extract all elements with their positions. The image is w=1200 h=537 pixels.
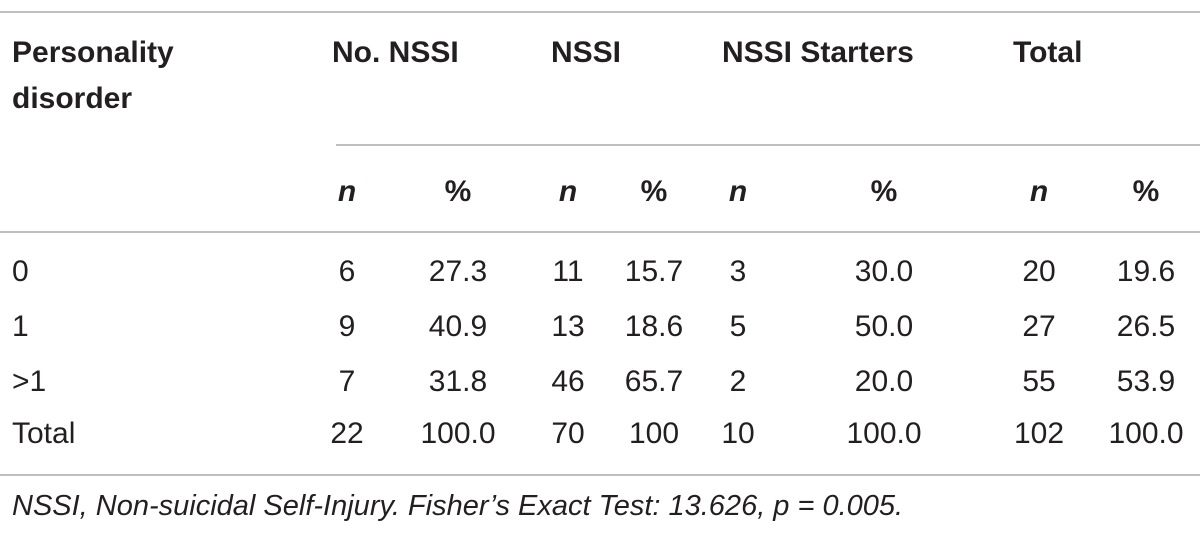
table-cell: 55 [1022, 365, 1056, 398]
table-cell: 2 [729, 365, 747, 398]
table-cell: 22 [330, 417, 364, 450]
subheader-percent: % [870, 175, 898, 208]
table-cell: 46 [551, 365, 585, 398]
group-header-nssi: NSSI [551, 36, 622, 69]
subheader-n: n [337, 175, 357, 208]
table-cell: 5 [729, 310, 747, 343]
table-cell: 53.9 [1116, 365, 1176, 398]
table-cell: 13 [551, 310, 585, 343]
table-cell: 70 [551, 417, 585, 450]
table-cell: 100.0 [1108, 417, 1184, 450]
table-cell: 11 [552, 255, 584, 288]
subheader-percent: % [640, 175, 668, 208]
row-label: >1 [12, 365, 47, 398]
table-cell: 40.9 [428, 310, 488, 343]
table-cell: 20.0 [854, 365, 914, 398]
table-cell: 102 [1013, 417, 1065, 450]
group-header-nssi-starters: NSSI Starters [722, 36, 914, 69]
row-label: Total [12, 417, 76, 450]
table-cell: 20 [1022, 255, 1056, 288]
table-cell: 27.3 [428, 255, 488, 288]
row-label-header-line2: disorder [12, 82, 133, 115]
group-header-total: Total [1013, 36, 1083, 69]
subheader-n: n [558, 175, 578, 208]
table-cell: 15.7 [624, 255, 684, 288]
table-cell: 26.5 [1116, 310, 1176, 343]
table-cell: 3 [729, 255, 747, 288]
header-bottom-rule [0, 231, 1200, 233]
table-bottom-rule [0, 474, 1200, 476]
subheader-n: n [1029, 175, 1049, 208]
table-cell: 100.0 [420, 417, 496, 450]
table-top-rule [0, 11, 1200, 13]
table-cell: 9 [338, 310, 356, 343]
table-cell: 18.6 [624, 310, 684, 343]
table-cell: 10 [721, 417, 755, 450]
table-cell: 30.0 [854, 255, 914, 288]
subheader-rule [336, 144, 1200, 146]
table-cell: 50.0 [854, 310, 914, 343]
row-label: 0 [12, 255, 29, 288]
row-label-header-line1: Personality [12, 36, 174, 69]
table-cell: 19.6 [1116, 255, 1176, 288]
table-cell: 6 [338, 255, 356, 288]
group-header-no-nssi: No. NSSI [332, 36, 459, 69]
table-cell: 31.8 [428, 365, 488, 398]
subheader-n: n [728, 175, 748, 208]
row-label: 1 [12, 310, 29, 343]
subheader-percent: % [1132, 175, 1160, 208]
table-cell: 65.7 [624, 365, 684, 398]
table-cell: 27 [1022, 310, 1056, 343]
table-footnote: NSSI, Non-suicidal Self-Injury. Fisher’s… [12, 490, 904, 522]
table-cell: 100 [628, 417, 680, 450]
table-cell: 100.0 [846, 417, 922, 450]
subheader-percent: % [444, 175, 472, 208]
table-cell: 7 [338, 365, 356, 398]
